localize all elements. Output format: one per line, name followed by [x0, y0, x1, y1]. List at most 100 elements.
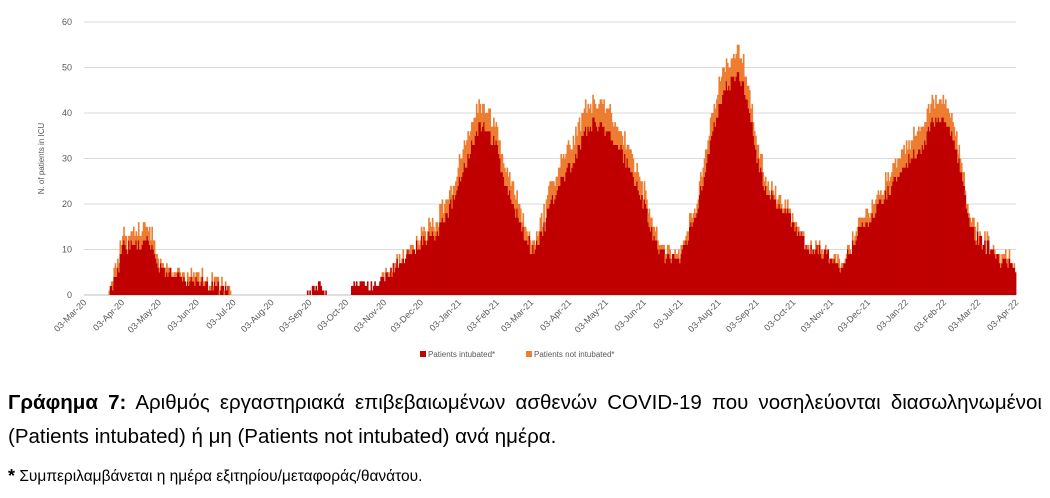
bar-not-intubated: [499, 140, 501, 159]
bar-intubated: [506, 185, 509, 295]
bar-not-intubated: [658, 244, 661, 255]
bar-not-intubated: [791, 213, 794, 223]
bar-intubated: [588, 131, 591, 295]
bar-intubated: [459, 181, 462, 295]
bar-not-intubated: [756, 144, 758, 164]
bar-not-intubated: [947, 108, 950, 127]
bar-intubated: [910, 158, 913, 295]
bar-intubated: [973, 226, 975, 295]
bar-intubated: [1011, 263, 1013, 295]
bar-not-intubated: [507, 176, 510, 195]
bar-intubated: [649, 231, 652, 295]
bar-intubated: [488, 131, 490, 295]
bar-not-intubated: [862, 217, 865, 227]
bar-intubated: [316, 290, 319, 295]
bar-not-intubated: [175, 272, 178, 277]
bar-not-intubated: [954, 135, 957, 150]
bar-not-intubated: [881, 194, 883, 204]
bar-intubated: [397, 267, 400, 295]
bar-intubated: [638, 194, 641, 295]
bar-not-intubated: [986, 231, 989, 241]
bar-intubated: [617, 149, 620, 295]
bar-not-intubated: [878, 194, 881, 200]
bar-intubated: [933, 126, 936, 296]
bar-intubated: [461, 176, 463, 295]
bar-not-intubated: [564, 158, 566, 182]
bar-not-intubated: [619, 131, 621, 150]
bar-intubated: [147, 240, 150, 295]
bar-not-intubated: [469, 131, 472, 154]
bar-not-intubated: [201, 267, 204, 277]
bar-not-intubated: [663, 244, 665, 250]
bar-not-intubated: [206, 276, 209, 282]
x-tick-label: 03-Nov-21: [799, 297, 836, 334]
bar-not-intubated: [662, 244, 664, 250]
bar-intubated: [755, 149, 757, 295]
bar-not-intubated: [112, 281, 114, 291]
bar-intubated: [480, 131, 483, 295]
bar-intubated: [815, 249, 817, 295]
bar-intubated: [512, 204, 515, 295]
bar-not-intubated: [625, 149, 627, 168]
bar-not-intubated: [641, 181, 643, 195]
bar-intubated: [493, 135, 495, 295]
footnote-text: Συμπεριλαμβάνεται η ημέρα εξιτηρίου/μετα…: [19, 468, 423, 485]
bar-intubated: [931, 117, 934, 295]
bar-intubated: [878, 199, 881, 295]
bar-not-intubated: [396, 254, 398, 259]
bar-intubated: [908, 153, 910, 295]
bar-intubated: [962, 181, 964, 295]
bar-not-intubated: [538, 231, 540, 245]
bar-intubated: [515, 217, 517, 295]
bar-not-intubated: [779, 194, 782, 209]
bar-not-intubated: [586, 113, 588, 136]
bar-not-intubated: [441, 199, 444, 218]
bar-intubated: [708, 153, 711, 295]
bar-intubated: [677, 258, 680, 295]
bar-intubated: [789, 213, 792, 295]
bar-intubated: [821, 258, 823, 295]
bar-intubated: [390, 267, 392, 295]
bar-intubated: [174, 276, 177, 295]
bar-intubated: [840, 267, 843, 295]
bar-intubated: [913, 149, 915, 295]
bar-intubated: [572, 163, 575, 295]
bar-intubated: [453, 199, 456, 295]
bar-not-intubated: [475, 103, 478, 132]
bar-intubated: [381, 276, 384, 295]
bar-intubated: [899, 172, 902, 295]
bar-not-intubated: [728, 67, 730, 86]
bar-intubated: [445, 213, 447, 295]
bar-not-intubated: [140, 235, 142, 250]
x-tick-label: 03-Apr-22: [985, 297, 1020, 332]
bar-intubated: [321, 290, 324, 295]
bar-not-intubated: [550, 181, 553, 200]
bar-intubated: [516, 208, 518, 295]
bar-not-intubated: [463, 140, 466, 164]
bar-not-intubated: [464, 144, 467, 168]
bar-not-intubated: [915, 135, 918, 159]
bar-not-intubated: [704, 149, 707, 173]
bar-intubated: [570, 172, 572, 295]
bar-not-intubated: [123, 226, 125, 241]
bar-not-intubated: [685, 235, 687, 241]
bar-intubated: [306, 290, 309, 295]
bar-intubated: [957, 163, 959, 295]
bar-not-intubated: [391, 272, 394, 277]
bar-not-intubated: [150, 240, 152, 250]
x-tick-label: 03-Oct-20: [315, 297, 350, 332]
bar-intubated: [930, 122, 932, 295]
bar-intubated: [364, 285, 367, 295]
bar-intubated: [722, 94, 724, 295]
bar-not-intubated: [578, 117, 581, 145]
bar-intubated: [865, 222, 867, 295]
bar-intubated: [807, 249, 810, 295]
bar-not-intubated: [486, 113, 489, 132]
bar-not-intubated: [782, 208, 784, 214]
bar-intubated: [965, 208, 968, 295]
bar-not-intubated: [886, 181, 888, 200]
bar-not-intubated: [217, 276, 220, 282]
bar-not-intubated: [883, 190, 886, 200]
bar-not-intubated: [840, 263, 843, 268]
bar-intubated: [123, 240, 125, 295]
